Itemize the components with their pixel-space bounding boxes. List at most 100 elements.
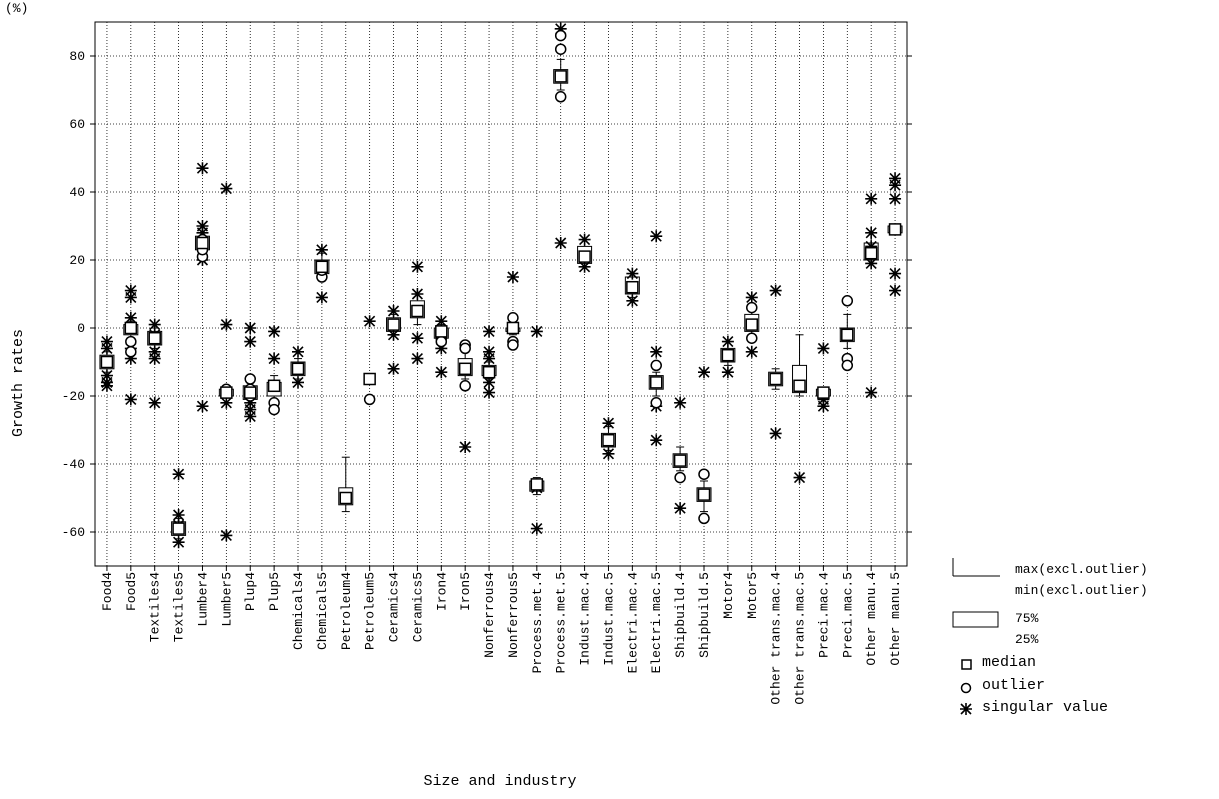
outlier [554,29,567,42]
singular-value [172,536,185,549]
median [148,331,161,345]
x-tick-label: Ceramics4 [387,572,402,642]
outlier [674,471,686,484]
x-tick-label: Food5 [124,572,139,611]
legend-label: 75% [1015,611,1039,626]
singular-value [650,230,663,243]
singular-value [220,182,233,195]
singular-value [148,396,161,409]
singular-value [292,376,304,389]
singular-value [889,267,902,280]
singular-value [865,192,878,205]
legend-icon [952,611,999,628]
x-tick-label: Textiles5 [172,572,187,642]
x-tick-label: Lumber4 [195,572,210,627]
singular-value [530,522,543,535]
median [578,250,591,263]
outlier [650,359,662,372]
x-tick-label: Other trans.mac.4 [769,572,784,705]
outlier [698,512,710,525]
singular-value [483,345,496,358]
singular-value [100,335,113,348]
outlier [459,380,471,392]
median [315,260,329,274]
x-tick-label: Food4 [100,572,115,611]
x-tick-label: Other trans.mac.5 [793,572,808,705]
singular-value [865,240,878,253]
legend-label: outlier [982,677,1045,694]
singular-value [530,325,543,338]
singular-value [100,376,113,389]
x-tick-label: Iron5 [458,572,473,611]
singular-value [124,393,137,406]
legend-icon [960,703,972,715]
median [530,478,544,491]
outlier [507,312,519,324]
x-tick-label: Textiles4 [148,572,163,642]
median [817,386,830,399]
singular-value [196,220,209,232]
x-tick-label: Petroleum5 [363,572,378,650]
singular-value [483,352,496,365]
median [864,246,878,260]
singular-value [554,237,567,249]
outlier [244,373,256,385]
singular-value [650,345,663,358]
y-axis-label: Growth rates [10,329,27,437]
x-tick-label: Plup5 [267,572,282,611]
singular-value [172,509,185,521]
x-tick-label: Motor5 [745,572,760,619]
x-tick-label: Process.met.4 [530,572,545,674]
legend-icon [961,659,972,670]
singular-value [865,386,878,399]
singular-value [244,396,257,409]
singular-value [483,386,496,399]
singular-value [148,345,161,358]
x-tick-label: Preci.mac.5 [840,572,855,658]
singular-value [148,318,161,331]
singular-value [483,376,496,389]
outlier [125,335,137,348]
singular-value [387,328,400,341]
x-tick-label: Motor4 [721,572,736,619]
singular-value [244,335,257,348]
outlier [746,301,758,314]
median [172,522,185,535]
singular-value [411,332,424,345]
singular-value [411,260,424,273]
singular-value [100,342,113,355]
singular-value [315,291,328,304]
y-tick-label: 40 [69,185,85,200]
outlier [435,335,448,348]
legend-label: singular value [982,699,1108,716]
singular-value [411,352,424,365]
outlier [363,393,376,406]
singular-value [268,352,281,365]
singular-value [244,410,257,423]
singular-value [268,325,281,338]
singular-value [435,315,448,328]
singular-value [435,342,448,355]
singular-value [244,403,257,416]
x-axis-label: Size and industry [423,773,576,790]
singular-value [220,318,233,331]
singular-value [124,352,137,365]
median [697,488,711,501]
singular-value [769,427,782,440]
singular-value [793,471,806,484]
outlier [554,43,567,55]
median [411,304,424,318]
singular-value [220,396,233,409]
singular-value [745,291,758,304]
singular-value [889,192,902,205]
x-tick-label: Plup4 [243,572,258,611]
singular-value [865,257,878,270]
median [387,318,400,331]
x-tick-label: Nonferrous5 [506,572,521,658]
outlier [507,339,519,351]
singular-value [626,267,639,280]
singular-value [578,233,591,246]
x-tick-label: Indust.mac.5 [601,572,616,666]
singular-value [769,284,782,297]
